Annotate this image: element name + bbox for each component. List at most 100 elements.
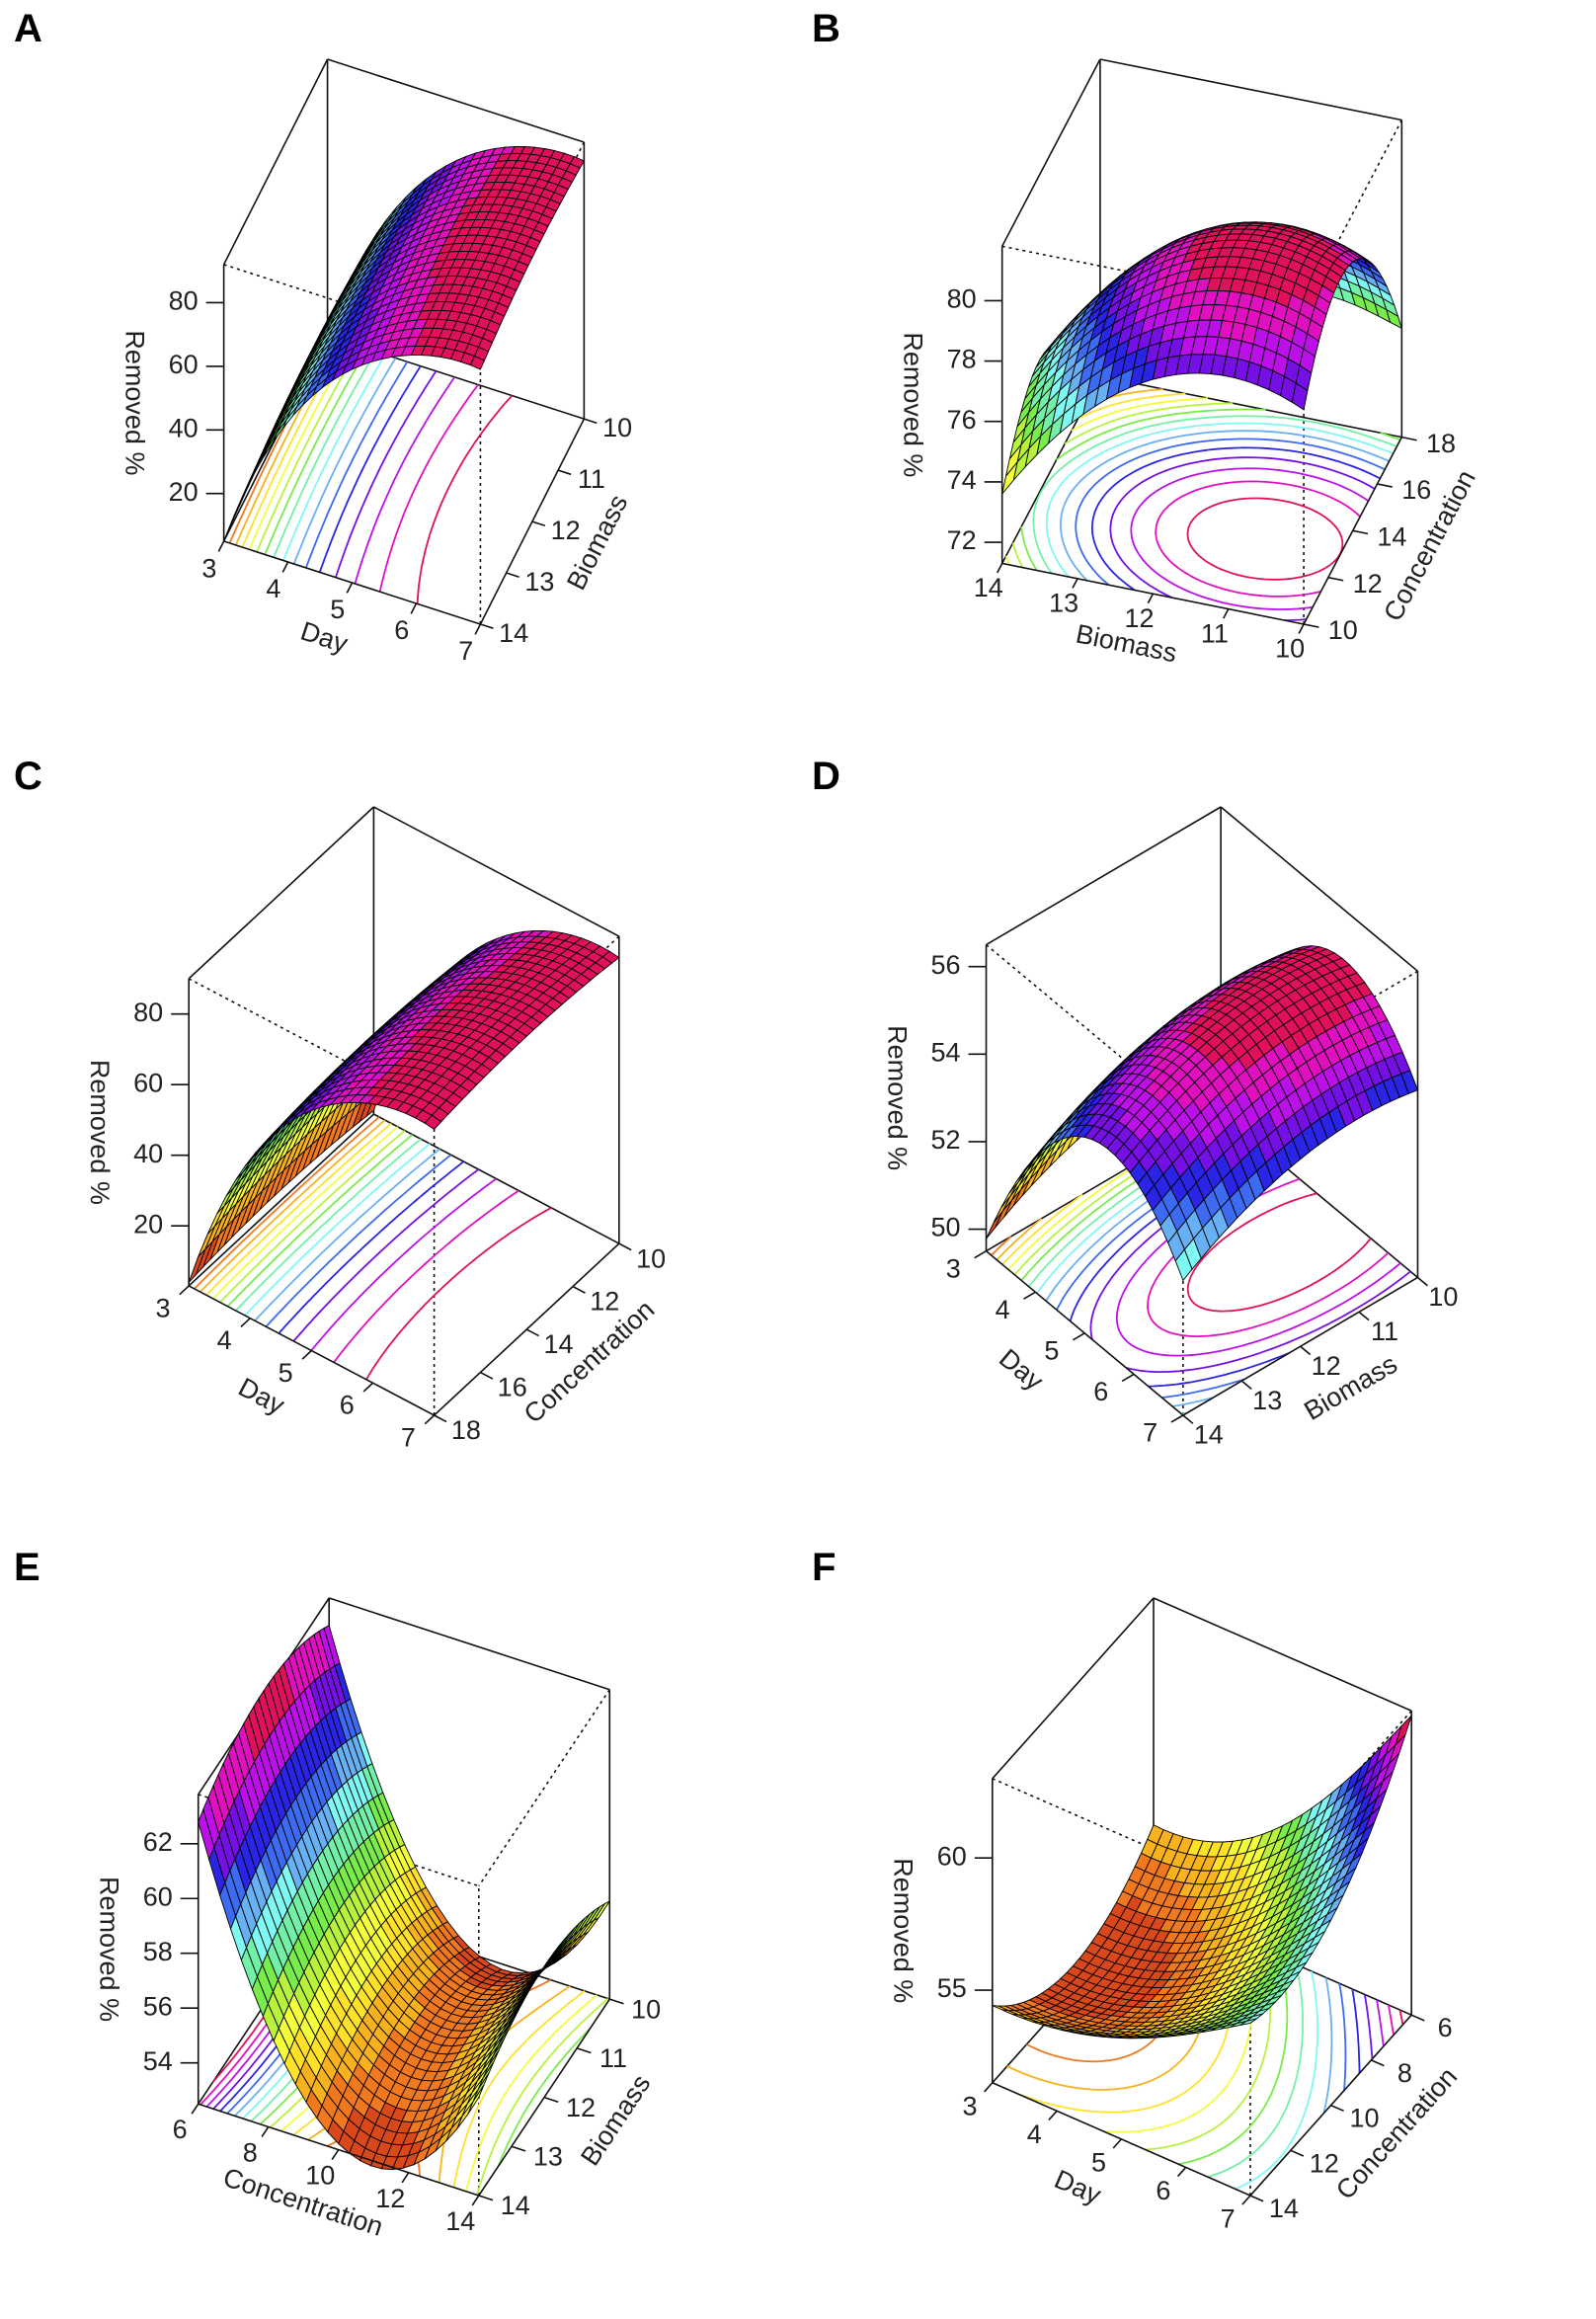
y-tick-label: 13 [533,2141,563,2171]
x-tick-label: 10 [1275,634,1305,664]
y-tick [572,1285,586,1294]
contour-line [1060,430,1390,582]
y-tick [511,2145,526,2152]
panel-letter: A [14,7,42,50]
y-tick-label: 11 [1371,1317,1398,1346]
z-tick-label: 50 [930,1213,960,1242]
x-tick-label: 6 [340,1391,355,1420]
y-tick-label: 12 [551,516,581,545]
x-tick-label: 5 [1044,1336,1059,1366]
contour-line [335,370,438,578]
y-tick-label: 18 [1426,429,1456,458]
z-tick-label: 56 [143,1991,173,2021]
z-axis-title: Removed % [85,1060,115,1205]
x-tick [474,623,482,635]
x-tick-label: 7 [401,1422,416,1452]
contour-line [1363,1994,1374,2059]
contour-line [378,383,479,593]
x-tick-label: 3 [201,553,216,583]
x-tick [1147,593,1155,604]
x-tick [997,563,1003,574]
panel-letter: C [14,755,42,798]
contour-line [416,394,514,604]
panel-letter: E [14,1546,40,1589]
z-axis-title: Removed % [889,1858,918,2003]
contour-line [1032,415,1397,575]
surface-facet [469,356,486,370]
y-tick [584,418,598,425]
y-tick [1290,2149,1305,2157]
x-tick [1072,578,1078,589]
y-tick-label: 10 [636,1243,666,1273]
box-edge [188,806,374,980]
x-tick [1176,2166,1187,2178]
contour-line [1045,422,1394,578]
x-tick [281,561,289,573]
contour-line [1376,1999,1385,2047]
z-tick-label: 54 [143,2046,173,2076]
x-tick-label: 5 [279,1358,293,1388]
z-tick-label: 40 [169,413,199,442]
y-tick [480,623,494,629]
x-tick-label: 6 [173,2115,188,2144]
y-tick [1371,2059,1385,2067]
z-tick-label: 76 [947,405,977,435]
x-tick-label: 6 [1156,2176,1170,2205]
x-tick [1223,608,1230,619]
contour-line [1155,480,1361,598]
y-tick-label: 14 [1377,521,1406,551]
z-tick-label: 72 [947,525,977,555]
y-tick-label: 10 [1428,1282,1458,1312]
panel-letter: D [812,755,840,798]
y-tick [1300,1345,1312,1356]
contour-line [1338,1983,1347,2091]
panel-b: B101112131410121416187274767880BiomassCo… [812,7,1481,668]
z-tick-label: 40 [133,1139,163,1168]
x-tick-label: 6 [394,615,409,645]
z-tick-label: 60 [133,1068,163,1097]
x-tick [984,2082,994,2093]
z-tick-label: 60 [143,1881,173,1911]
contour-line [1388,2004,1395,2036]
z-tick-label: 58 [143,1937,173,1966]
y-tick-label: 14 [543,1329,573,1359]
z-tick-label: 20 [169,477,199,507]
panel-a: A34567101112131420406080DayBiomassRemove… [14,7,633,666]
box-edge [1153,1597,1412,1712]
y-tick [1249,2195,1264,2202]
x-tick [240,1318,251,1328]
x-tick [974,1250,987,1259]
x-tick-label: 4 [217,1325,232,1355]
z-tick-label: 20 [133,1209,163,1239]
y-tick [1377,483,1393,488]
y-tick [557,469,572,476]
y-tick-label: 13 [1252,1386,1282,1415]
y-tick-label: 16 [1401,475,1431,505]
z-tick-label: 54 [930,1037,960,1067]
panel-e: E6810121410111213145456586062Concentrati… [14,1546,661,2242]
z-tick-label: 80 [133,998,163,1027]
x-tick-label: 13 [1049,588,1078,617]
y-tick-label: 14 [1194,1420,1224,1450]
y-tick-label: 10 [602,413,632,442]
y-tick-label: 16 [498,1373,527,1402]
y-tick [506,572,519,579]
z-tick-label: 55 [937,1973,967,2003]
x-tick-label: 4 [266,574,280,603]
x-tick [424,1414,436,1425]
z-tick-label: 62 [143,1827,173,1857]
x-tick [1072,1332,1085,1341]
z-tick-label: 60 [937,1841,967,1871]
x-tick [346,582,354,594]
x-tick-label: 3 [155,1293,170,1322]
contour-line [1130,467,1370,610]
x-tick [1023,1291,1036,1300]
x-tick-label: 4 [1027,2119,1042,2149]
z-axis-title: Removed % [95,1877,124,2022]
contour-line [1075,438,1386,586]
y-tick [531,520,546,527]
x-tick-label: 8 [243,2137,258,2167]
y-tick [1303,623,1319,628]
x-tick [401,2172,410,2184]
y-tick-label: 11 [578,464,605,494]
